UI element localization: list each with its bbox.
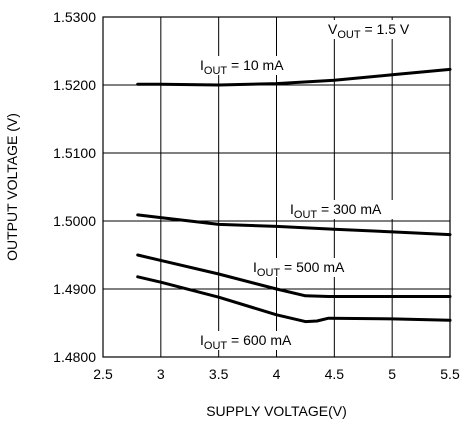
series-line [136, 275, 452, 324]
y-tick-labels: 1.4800 1.4900 1.5000 1.5100 1.5200 1.5300 [53, 9, 96, 365]
series-line [136, 213, 452, 237]
y-axis-label: OUTPUT VOLTAGE (V) [4, 113, 20, 261]
label-background [326, 20, 438, 39]
x-tick-label: 4 [273, 366, 281, 382]
y-tick-label: 1.4800 [53, 349, 96, 365]
series-labels: IOUT = 10 mA IOUT = 300 mA IOUT = 500 mA IO… [198, 20, 438, 352]
label-background [288, 200, 394, 219]
plot-frame [102, 16, 451, 358]
x-tick-label: 4.5 [325, 366, 345, 382]
y-tick-label: 1.5200 [53, 77, 96, 93]
series-label: IOUT = 600 mA [200, 332, 292, 352]
data-series [136, 67, 452, 324]
series-label: IOUT = 10 mA [200, 57, 284, 77]
x-tick-label: 2.5 [93, 366, 113, 382]
label-background [198, 56, 296, 75]
x-tick-label: 3 [157, 366, 165, 382]
label-background [198, 331, 304, 350]
x-tick-label: 5.5 [440, 366, 460, 382]
x-tick-labels: 2.5 3 3.5 4 4.5 5 5.5 [93, 366, 460, 382]
vout-annotation: VOUT = 1.5 V [328, 21, 410, 41]
series-label: IOUT = 300 mA [290, 201, 382, 221]
label-background [251, 258, 357, 277]
series-line [136, 253, 452, 298]
series-line [136, 67, 452, 87]
x-axis-label: SUPPLY VOLTAGE(V) [206, 403, 347, 419]
y-tick-label: 1.5000 [53, 213, 96, 229]
y-tick-label: 1.5100 [53, 145, 96, 161]
y-tick-label: 1.5300 [53, 9, 96, 25]
x-tick-label: 5 [388, 366, 396, 382]
y-tick-label: 1.4900 [53, 281, 96, 297]
x-tick-label: 3.5 [209, 366, 229, 382]
series-label: IOUT = 500 mA [253, 259, 345, 279]
